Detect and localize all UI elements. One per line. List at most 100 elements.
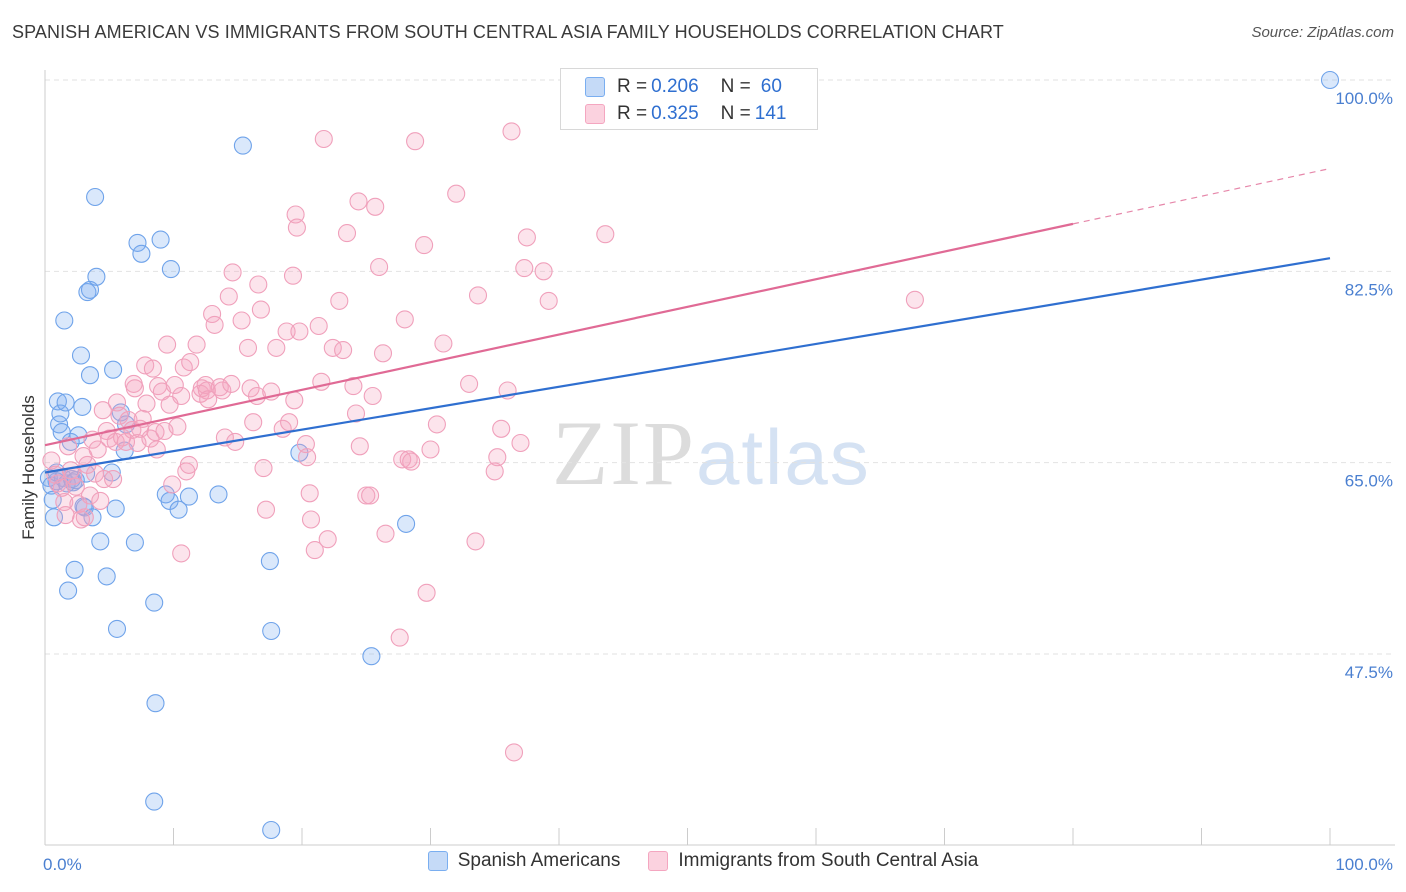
- data-point: [86, 187, 105, 207]
- data-point: [290, 322, 309, 341]
- data-point: [249, 275, 268, 294]
- data-point: [137, 394, 156, 413]
- data-point: [314, 129, 333, 149]
- stats-legend: R = 0.206 N = 60 R = 0.325 N = 141: [560, 68, 818, 130]
- south-central-asia-points: [42, 122, 924, 762]
- data-point: [232, 311, 251, 330]
- data-point: [80, 366, 100, 385]
- legend-r-value: 0.206: [651, 76, 699, 97]
- x-tick-label: 100.0%: [1335, 855, 1393, 874]
- data-point: [128, 233, 147, 252]
- data-point: [196, 375, 215, 395]
- trend-line-south-central-asia: [44, 222, 1074, 447]
- data-point: [318, 530, 337, 549]
- data-point: [361, 486, 380, 505]
- data-point: [42, 451, 61, 470]
- data-point: [346, 404, 366, 423]
- legend-item-spanish-americans: Spanish Americans: [427, 850, 620, 872]
- data-point: [165, 375, 184, 395]
- data-point: [286, 205, 305, 224]
- legend-swatch-pink: [585, 104, 605, 124]
- axis-labels: 47.5% 65.0% 82.5% 100.0% 0.0% 100.0% Family Ho…: [19, 89, 1393, 874]
- data-point: [357, 486, 376, 505]
- data-point: [172, 544, 191, 563]
- legend-row-south-central-asia: R = 0.325 N = 141: [585, 102, 786, 126]
- data-point: [397, 514, 416, 533]
- data-point: [301, 510, 321, 529]
- data-point: [534, 262, 553, 281]
- data-point: [78, 283, 97, 302]
- data-point: [254, 459, 273, 478]
- data-point: [213, 381, 232, 400]
- data-point: [466, 532, 485, 551]
- data-point: [91, 491, 110, 510]
- legend-swatch-pink: [648, 851, 669, 871]
- data-point: [93, 401, 112, 420]
- data-point: [447, 184, 466, 203]
- data-point: [55, 311, 74, 330]
- data-point: [55, 492, 74, 512]
- data-point: [262, 621, 281, 641]
- data-point: [107, 619, 127, 638]
- data-point: [80, 486, 100, 505]
- data-point: [488, 448, 507, 467]
- y-tick-label: 47.5%: [1345, 663, 1393, 682]
- y-tick-label: 65.0%: [1345, 472, 1393, 491]
- data-point: [132, 244, 151, 263]
- data-point: [280, 413, 299, 432]
- data-point: [511, 433, 530, 453]
- data-point: [51, 404, 70, 423]
- y-axis-title: Family Households: [19, 395, 38, 540]
- data-point: [88, 440, 107, 459]
- data-point: [205, 315, 224, 334]
- data-point: [415, 236, 434, 255]
- data-point: [210, 378, 229, 397]
- axes: [44, 70, 1395, 846]
- data-point: [344, 377, 363, 396]
- data-point: [172, 386, 191, 406]
- data-point: [460, 374, 479, 393]
- data-point: [285, 391, 304, 410]
- trend-line-south-central-asia-extension: [1072, 167, 1331, 225]
- data-point: [515, 259, 534, 278]
- data-point: [434, 334, 453, 353]
- data-point: [107, 393, 127, 412]
- data-point: [596, 225, 615, 244]
- gridlines: [45, 79, 1395, 655]
- data-point: [158, 335, 177, 354]
- data-point: [349, 192, 368, 211]
- data-point: [80, 280, 100, 299]
- data-point: [104, 470, 123, 489]
- data-point: [146, 694, 165, 713]
- data-point: [492, 419, 511, 438]
- data-point: [65, 560, 84, 579]
- data-point: [233, 136, 252, 155]
- data-point: [262, 820, 281, 840]
- data-point: [504, 743, 524, 762]
- legend-label: Immigrants from South Central Asia: [678, 850, 979, 871]
- trend-line-spanish-americans: [44, 257, 1331, 474]
- data-point: [905, 290, 924, 309]
- data-point: [350, 437, 369, 456]
- data-point: [104, 360, 123, 379]
- data-point: [337, 224, 357, 243]
- data-point: [43, 490, 62, 509]
- data-point: [145, 593, 164, 612]
- data-point: [517, 228, 536, 247]
- legend-n-label: N =: [720, 103, 751, 124]
- data-point: [363, 386, 382, 406]
- legend-n-value: 60: [760, 76, 782, 97]
- watermark: ZIPatlas: [552, 400, 871, 506]
- data-point: [427, 415, 446, 434]
- legend-n-label: N =: [720, 76, 751, 97]
- data-point: [163, 475, 182, 494]
- data-point: [143, 359, 162, 378]
- data-point: [59, 581, 78, 600]
- data-point: [209, 485, 228, 504]
- data-point: [402, 452, 421, 471]
- data-point: [485, 462, 504, 481]
- legend-row-spanish-americans: R = 0.206 N = 60: [585, 75, 782, 99]
- data-point: [305, 541, 324, 560]
- data-point: [161, 260, 180, 279]
- data-point: [73, 397, 92, 416]
